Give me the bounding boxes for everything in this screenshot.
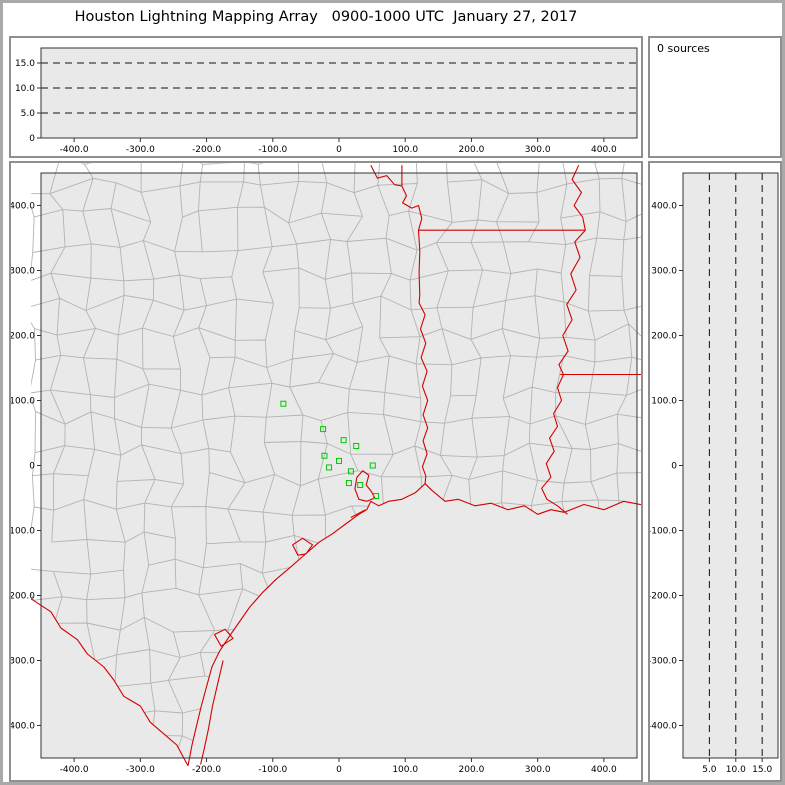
y-tick-label: -100.0: [9, 527, 35, 537]
x-tick-labels: 5.0 10.0 15.0: [702, 758, 772, 775]
x-tick-label: 0: [336, 765, 342, 775]
x-tick-label: -100.0: [258, 145, 287, 155]
plot-background: [41, 173, 637, 758]
x-tick-label: 300.0: [525, 765, 551, 775]
y-tick-label: 0: [29, 462, 35, 472]
station-marker: [340, 437, 347, 444]
x-tick-label: 100.0: [392, 145, 418, 155]
station-marker: [321, 452, 328, 459]
station-marker: [345, 480, 352, 487]
sources-count-label: 0 sources: [657, 42, 710, 55]
altitude-vs-northsouth-plot: 5.0 10.0 15.0 400.0 300.0 200.0 100.0 0 -100.0 -2…: [648, 172, 779, 775]
station-marker: [320, 426, 327, 433]
map-feature-corpus-christi-bay: [213, 628, 234, 647]
y-tick-labels: 0 5.0 10.0 15.0: [15, 59, 41, 144]
y-tick-label: -300.0: [648, 657, 677, 667]
y-tick-label: 300.0: [9, 267, 35, 277]
station-marker: [326, 464, 333, 471]
plot-border: [682, 172, 779, 759]
x-tick-label: -400.0: [60, 765, 89, 775]
station-markers: [280, 400, 380, 500]
plan-view-map-plot: -400.0 -300.0 -200.0 -100.0 0 100.0 200.0 300.0…: [9, 163, 641, 775]
x-tick-label: -200.0: [192, 145, 221, 155]
x-tick-label: -100.0: [258, 765, 287, 775]
y-tick-label: 400.0: [651, 202, 677, 212]
map-feature-red-river: [370, 164, 423, 231]
altitude-vs-eastwest-plot: -400.0 -300.0 -200.0 -100.0 0 100.0 200.0 300.0…: [15, 47, 638, 155]
x-tick-label: 10.0: [726, 765, 746, 775]
station-marker: [336, 457, 342, 464]
y-tick-labels: 400.0 300.0 200.0 100.0 0 -100.0 -200.0 -300.0 -…: [9, 202, 41, 732]
y-tick-label: -200.0: [9, 592, 35, 602]
plot-background: [683, 173, 778, 758]
x-tick-label: 200.0: [459, 765, 485, 775]
y-tick-label: -400.0: [9, 722, 35, 732]
plan-view-map-panel: -400.0 -300.0 -200.0 -100.0 0 100.0 200.0 300.0…: [9, 161, 643, 782]
altitude-vs-eastwest-panel: -400.0 -300.0 -200.0 -100.0 0 100.0 200.0 300.0…: [9, 36, 643, 158]
dashed-gridlines: [41, 62, 637, 114]
map-feature-rio-grande: [30, 598, 189, 767]
y-tick-label: 200.0: [651, 332, 677, 342]
y-tick-labels: 400.0 300.0 200.0 100.0 0 -100.0 -200.0 -300.0 -…: [648, 202, 683, 732]
station-marker: [280, 400, 287, 407]
station-marker: [369, 462, 376, 469]
x-tick-label: 5.0: [702, 765, 717, 775]
x-tick-label: 100.0: [392, 765, 418, 775]
page-title: Houston Lightning Mapping Array 0900-100…: [74, 9, 578, 25]
y-tick-label: 400.0: [9, 202, 35, 212]
y-tick-label: -300.0: [9, 657, 35, 667]
map-feature-matagorda-bay: [292, 537, 314, 556]
y-tick-label: -200.0: [648, 592, 677, 602]
state-borders-and-coastline: [30, 164, 641, 767]
x-tick-label: -200.0: [192, 765, 221, 775]
y-tick-label: 100.0: [9, 397, 35, 407]
map-feature-galveston-island: [350, 509, 366, 518]
y-tick-label: 5.0: [21, 109, 36, 119]
station-marker: [353, 443, 360, 449]
dashed-gridlines: [708, 173, 763, 758]
x-tick-label: -400.0: [60, 145, 89, 155]
plot-background: [41, 48, 637, 138]
station-marker: [347, 468, 354, 475]
x-tick-label: 0: [336, 145, 342, 155]
station-marker: [373, 493, 380, 500]
y-tick-label: -100.0: [648, 527, 677, 537]
x-tick-labels: -400.0 -300.0 -200.0 -100.0 0 100.0 200.0 300.0…: [60, 758, 617, 775]
y-tick-label: 100.0: [651, 397, 677, 407]
y-tick-label: 15.0: [15, 59, 35, 69]
x-tick-labels: -400.0 -300.0 -200.0 -100.0 0 100.0 200.0 300.0…: [60, 138, 617, 155]
y-tick-label: 300.0: [651, 267, 677, 277]
y-tick-label: 200.0: [9, 332, 35, 342]
x-tick-label: 400.0: [591, 765, 617, 775]
y-tick-label: 0: [29, 134, 35, 144]
plot-border: [40, 172, 638, 759]
map-feature-galveston-bay: [354, 470, 376, 502]
x-tick-label: 400.0: [591, 145, 617, 155]
y-tick-label: -400.0: [648, 722, 677, 732]
map-feature-mississippi-river: [541, 164, 586, 515]
map-feature-padre-island: [200, 660, 224, 765]
x-tick-label: -300.0: [126, 145, 155, 155]
sources-count-panel: 0 sources: [648, 36, 782, 158]
map-feature-coastline: [187, 483, 641, 766]
x-tick-label: 300.0: [525, 145, 551, 155]
x-tick-label: -300.0: [126, 765, 155, 775]
y-tick-label: 0: [671, 462, 677, 472]
map-feature-tx-la-border-sabine: [417, 230, 429, 484]
station-marker: [357, 482, 364, 488]
x-tick-label: 200.0: [459, 145, 485, 155]
altitude-vs-northsouth-panel: 5.0 10.0 15.0 400.0 300.0 200.0 100.0 0 -100.0 -2…: [648, 161, 782, 782]
plot-border: [40, 47, 638, 139]
y-tick-label: 10.0: [15, 84, 35, 94]
x-tick-label: 15.0: [752, 765, 772, 775]
